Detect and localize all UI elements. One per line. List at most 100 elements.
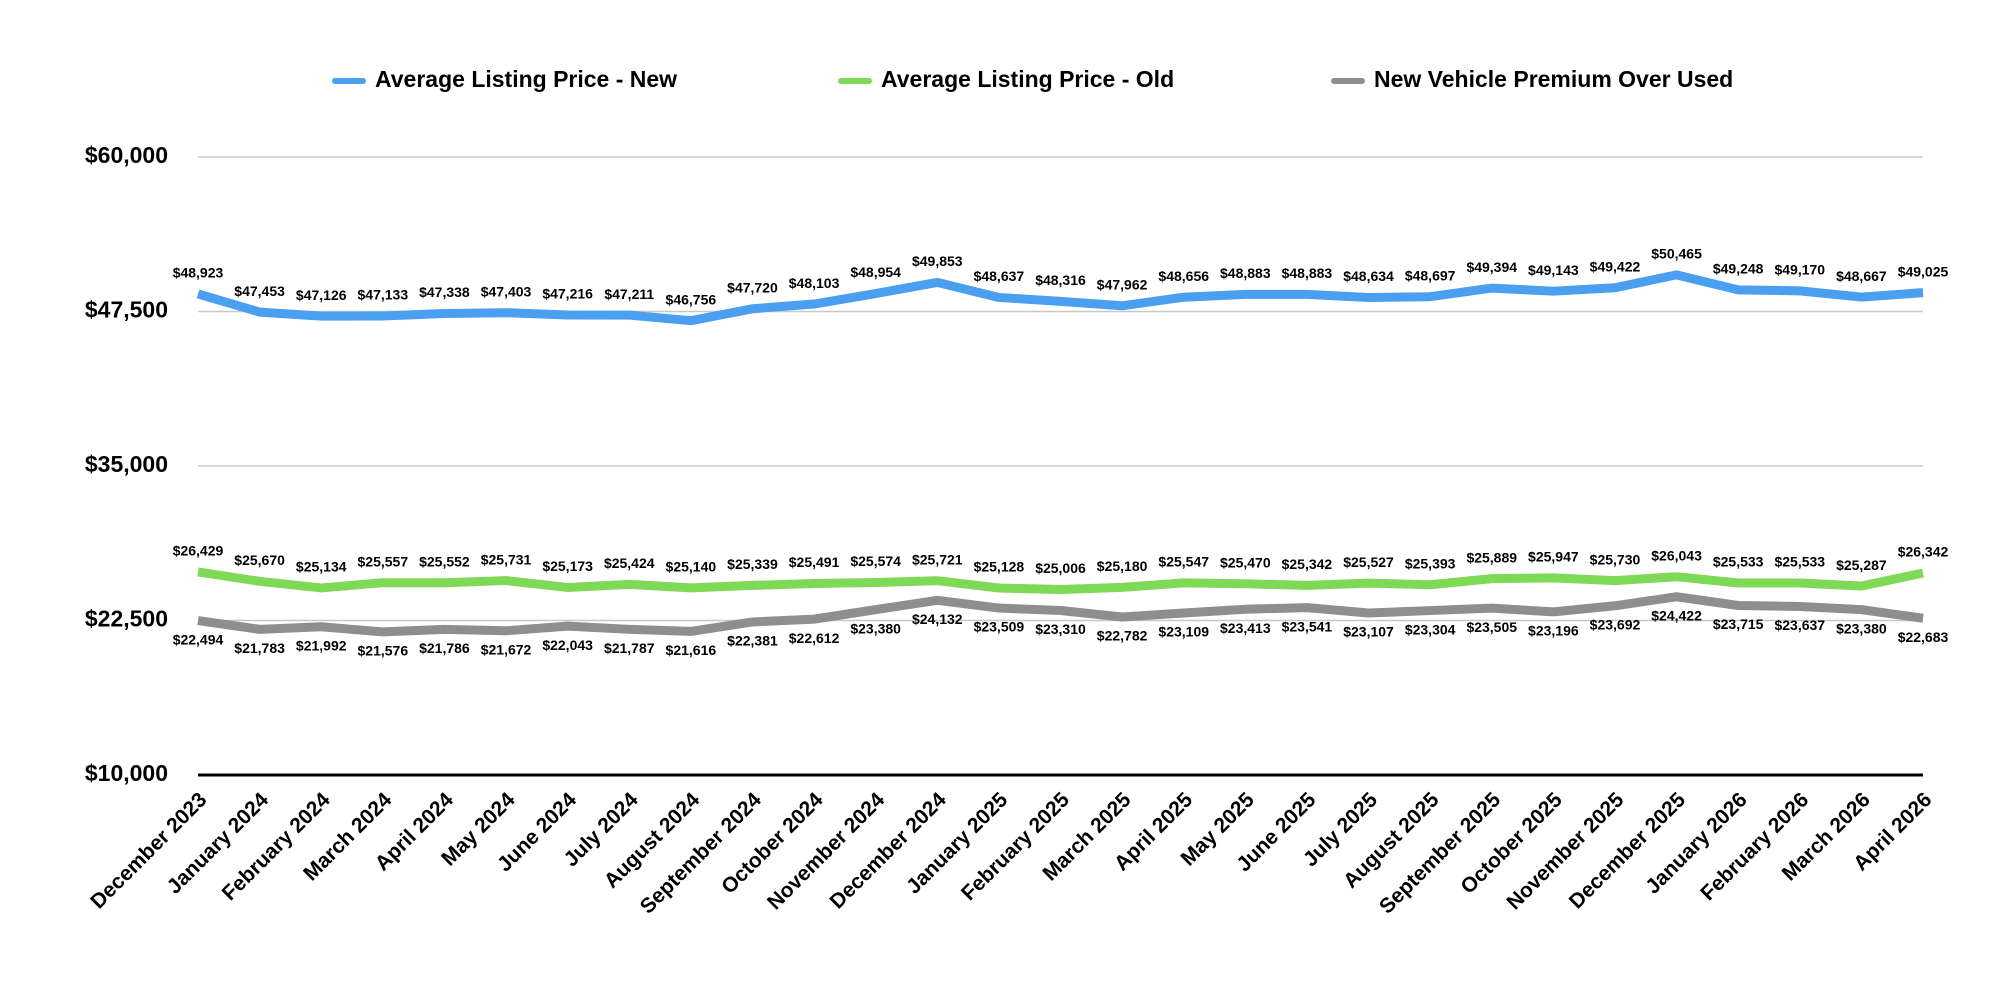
series-line bbox=[196, 270, 1924, 326]
data-label: $25,173 bbox=[542, 558, 593, 574]
data-label: $25,574 bbox=[850, 553, 901, 569]
data-label: $23,505 bbox=[1466, 619, 1517, 635]
data-label: $25,424 bbox=[604, 555, 655, 571]
data-label: $23,380 bbox=[850, 620, 901, 636]
data-label: $25,134 bbox=[296, 559, 347, 575]
data-label: $47,453 bbox=[234, 283, 285, 299]
x-tick-label: February 2026 bbox=[1696, 788, 1813, 905]
y-tick-label: $47,500 bbox=[85, 297, 168, 323]
data-label: $25,557 bbox=[358, 553, 409, 569]
data-label: $23,715 bbox=[1713, 616, 1764, 632]
data-label: $23,380 bbox=[1836, 620, 1887, 636]
series-line bbox=[197, 592, 1924, 637]
legend-label: Average Listing Price - Old bbox=[881, 66, 1174, 92]
data-label: $25,180 bbox=[1097, 558, 1148, 574]
data-label: $47,403 bbox=[481, 283, 532, 299]
legend-label: Average Listing Price - New bbox=[375, 66, 677, 92]
data-label: $48,883 bbox=[1282, 265, 1333, 281]
data-label: $48,697 bbox=[1405, 267, 1456, 283]
data-label: $25,731 bbox=[481, 551, 532, 567]
data-label: $47,126 bbox=[296, 287, 347, 303]
data-label: $25,339 bbox=[727, 556, 778, 572]
legend-label: New Vehicle Premium Over Used bbox=[1374, 66, 1733, 92]
data-label: $21,786 bbox=[419, 640, 470, 656]
data-label: $25,721 bbox=[912, 551, 963, 567]
data-label: $21,616 bbox=[666, 642, 717, 658]
data-label: $48,316 bbox=[1035, 272, 1086, 288]
x-tick-label: December 2025 bbox=[1565, 788, 1690, 913]
data-label: $50,465 bbox=[1651, 246, 1702, 262]
data-label: $25,470 bbox=[1220, 554, 1271, 570]
data-label: $49,143 bbox=[1528, 262, 1579, 278]
data-label: $48,637 bbox=[974, 268, 1025, 284]
data-label: $47,216 bbox=[542, 286, 593, 302]
data-label: $25,128 bbox=[974, 559, 1025, 575]
data-label: $23,637 bbox=[1774, 617, 1825, 633]
data-label: $26,342 bbox=[1898, 544, 1949, 560]
data-label: $23,304 bbox=[1405, 621, 1456, 637]
data-label: $48,923 bbox=[173, 265, 224, 281]
x-tick-label: December 2023 bbox=[86, 788, 211, 913]
y-tick-label: $22,500 bbox=[85, 606, 168, 632]
data-label: $25,533 bbox=[1774, 554, 1825, 570]
x-tick-label: December 2024 bbox=[826, 788, 951, 913]
data-label: $22,782 bbox=[1097, 628, 1148, 644]
data-label: $25,730 bbox=[1590, 551, 1641, 567]
data-label: $47,720 bbox=[727, 279, 778, 295]
data-label: $22,683 bbox=[1898, 629, 1949, 645]
data-label: $48,634 bbox=[1343, 268, 1394, 284]
data-label: $22,612 bbox=[789, 630, 840, 646]
data-label: $26,043 bbox=[1651, 547, 1702, 563]
data-label: $23,107 bbox=[1343, 624, 1394, 640]
data-label: $25,342 bbox=[1282, 556, 1333, 572]
data-label: $25,527 bbox=[1343, 554, 1394, 570]
data-label: $25,533 bbox=[1713, 554, 1764, 570]
y-tick-label: $60,000 bbox=[85, 142, 168, 168]
data-label: $48,103 bbox=[789, 275, 840, 291]
data-label: $47,133 bbox=[358, 287, 409, 303]
data-label: $23,692 bbox=[1590, 616, 1641, 632]
data-label: $48,954 bbox=[850, 264, 901, 280]
data-label: $25,140 bbox=[666, 559, 717, 575]
data-label: $25,287 bbox=[1836, 557, 1887, 573]
data-label: $25,491 bbox=[789, 554, 840, 570]
data-label: $25,947 bbox=[1528, 549, 1579, 565]
data-label: $23,196 bbox=[1528, 623, 1579, 639]
data-label: $23,541 bbox=[1282, 618, 1333, 634]
data-label: $46,756 bbox=[666, 291, 717, 307]
data-label: $21,992 bbox=[296, 637, 347, 653]
data-label: $25,670 bbox=[234, 552, 285, 568]
data-label: $25,552 bbox=[419, 553, 470, 569]
data-label: $23,109 bbox=[1158, 624, 1209, 640]
x-tick-label: February 2024 bbox=[218, 788, 335, 905]
data-label: $26,429 bbox=[173, 543, 224, 559]
data-label: $25,889 bbox=[1466, 549, 1517, 565]
data-label: $25,547 bbox=[1158, 554, 1209, 570]
y-tick-label: $35,000 bbox=[85, 451, 168, 477]
data-label: $49,025 bbox=[1898, 263, 1949, 279]
data-label: $48,656 bbox=[1158, 268, 1209, 284]
data-label: $21,576 bbox=[358, 643, 409, 659]
x-tick-label: February 2025 bbox=[957, 788, 1074, 905]
data-label: $47,211 bbox=[604, 286, 654, 302]
data-label: $24,132 bbox=[912, 611, 963, 627]
data-label: $47,338 bbox=[419, 284, 470, 300]
data-label: $21,783 bbox=[234, 640, 285, 656]
series-line bbox=[197, 567, 1924, 595]
data-label: $21,672 bbox=[481, 641, 532, 657]
data-label: $22,494 bbox=[173, 631, 224, 647]
data-label: $22,381 bbox=[727, 633, 778, 649]
data-label: $48,667 bbox=[1836, 268, 1887, 284]
data-label: $47,962 bbox=[1097, 276, 1148, 292]
data-label: $23,310 bbox=[1035, 621, 1086, 637]
data-label: $25,393 bbox=[1405, 555, 1456, 571]
data-label: $49,422 bbox=[1590, 258, 1641, 274]
data-label: $23,509 bbox=[974, 619, 1025, 635]
data-label: $49,248 bbox=[1713, 261, 1764, 277]
data-label: $23,413 bbox=[1220, 620, 1271, 636]
data-label: $25,006 bbox=[1035, 560, 1086, 576]
y-tick-label: $10,000 bbox=[85, 760, 168, 786]
data-label: $49,394 bbox=[1466, 259, 1517, 275]
data-label: $22,043 bbox=[542, 637, 593, 653]
